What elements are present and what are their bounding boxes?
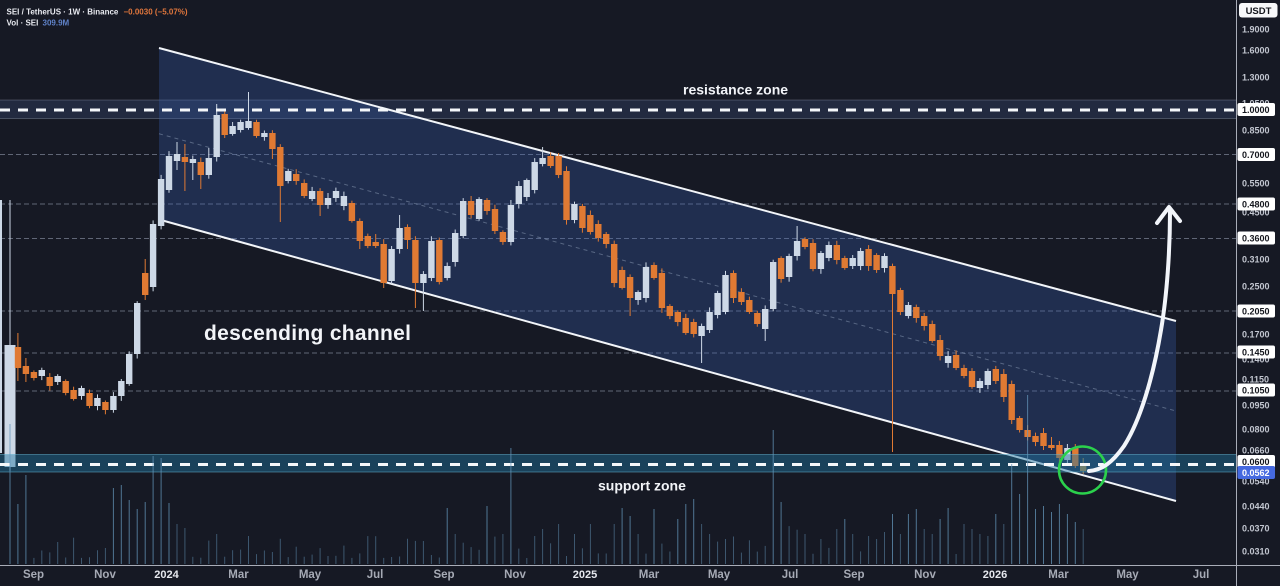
svg-text:USDT: USDT: [1246, 6, 1272, 17]
svg-text:0.3600: 0.3600: [1242, 234, 1270, 244]
svg-text:1.6000: 1.6000: [1242, 46, 1270, 56]
svg-text:May: May: [1116, 569, 1139, 581]
svg-text:2025: 2025: [573, 569, 597, 581]
svg-text:0.2500: 0.2500: [1242, 282, 1270, 292]
svg-text:Nov: Nov: [914, 569, 936, 581]
svg-text:Nov: Nov: [504, 569, 526, 581]
svg-text:Mar: Mar: [1048, 569, 1069, 581]
svg-text:0.0800: 0.0800: [1242, 425, 1270, 435]
svg-text:2024: 2024: [154, 569, 179, 581]
svg-text:Nov: Nov: [94, 569, 116, 581]
svg-text:0.0600: 0.0600: [1242, 457, 1270, 467]
svg-text:0.1700: 0.1700: [1242, 330, 1270, 340]
svg-text:2026: 2026: [983, 569, 1007, 581]
svg-text:0.0440: 0.0440: [1242, 502, 1270, 512]
svg-text:0.4800: 0.4800: [1242, 200, 1270, 210]
svg-text:May: May: [299, 569, 322, 581]
svg-text:0.8500: 0.8500: [1242, 126, 1270, 136]
svg-text:0.0540: 0.0540: [1242, 477, 1270, 487]
svg-text:Jul: Jul: [782, 569, 799, 581]
svg-text:0.0660: 0.0660: [1242, 446, 1270, 456]
svg-text:0.1150: 0.1150: [1242, 375, 1269, 385]
svg-text:Vol · SEI: Vol · SEI: [7, 19, 39, 28]
svg-text:0.0310: 0.0310: [1242, 547, 1270, 557]
svg-text:Jul: Jul: [367, 569, 384, 581]
svg-text:1.3000: 1.3000: [1242, 73, 1270, 83]
svg-text:May: May: [708, 569, 731, 581]
svg-text:Sep: Sep: [23, 569, 44, 581]
svg-text:0.0370: 0.0370: [1242, 524, 1270, 534]
svg-text:1.0000: 1.0000: [1242, 105, 1270, 115]
svg-text:1.9000: 1.9000: [1242, 25, 1270, 35]
svg-text:0.1450: 0.1450: [1242, 348, 1270, 358]
svg-text:Sep: Sep: [843, 569, 864, 581]
svg-text:0.2050: 0.2050: [1242, 307, 1270, 317]
svg-text:Sep: Sep: [433, 569, 454, 581]
svg-text:0.0562: 0.0562: [1242, 468, 1270, 478]
svg-text:Jul: Jul: [1193, 569, 1210, 581]
svg-text:0.0950: 0.0950: [1242, 401, 1270, 411]
svg-text:−0.0030 (−5.07%): −0.0030 (−5.07%): [124, 8, 188, 17]
svg-text:Mar: Mar: [639, 569, 660, 581]
svg-text:0.3100: 0.3100: [1242, 255, 1270, 265]
svg-text:descending channel: descending channel: [204, 322, 411, 345]
svg-text:0.7000: 0.7000: [1242, 150, 1270, 160]
svg-text:0.1050: 0.1050: [1242, 386, 1270, 396]
svg-text:0.1400: 0.1400: [1242, 355, 1270, 365]
svg-text:309.9M: 309.9M: [43, 19, 70, 28]
svg-text:resistance zone: resistance zone: [683, 82, 788, 98]
svg-text:0.4500: 0.4500: [1242, 208, 1270, 218]
svg-text:0.5500: 0.5500: [1242, 179, 1270, 189]
svg-text:SEI / TetherUS · 1W · Binance: SEI / TetherUS · 1W · Binance: [7, 8, 119, 17]
svg-text:support zone: support zone: [598, 478, 686, 494]
svg-text:Mar: Mar: [228, 569, 249, 581]
